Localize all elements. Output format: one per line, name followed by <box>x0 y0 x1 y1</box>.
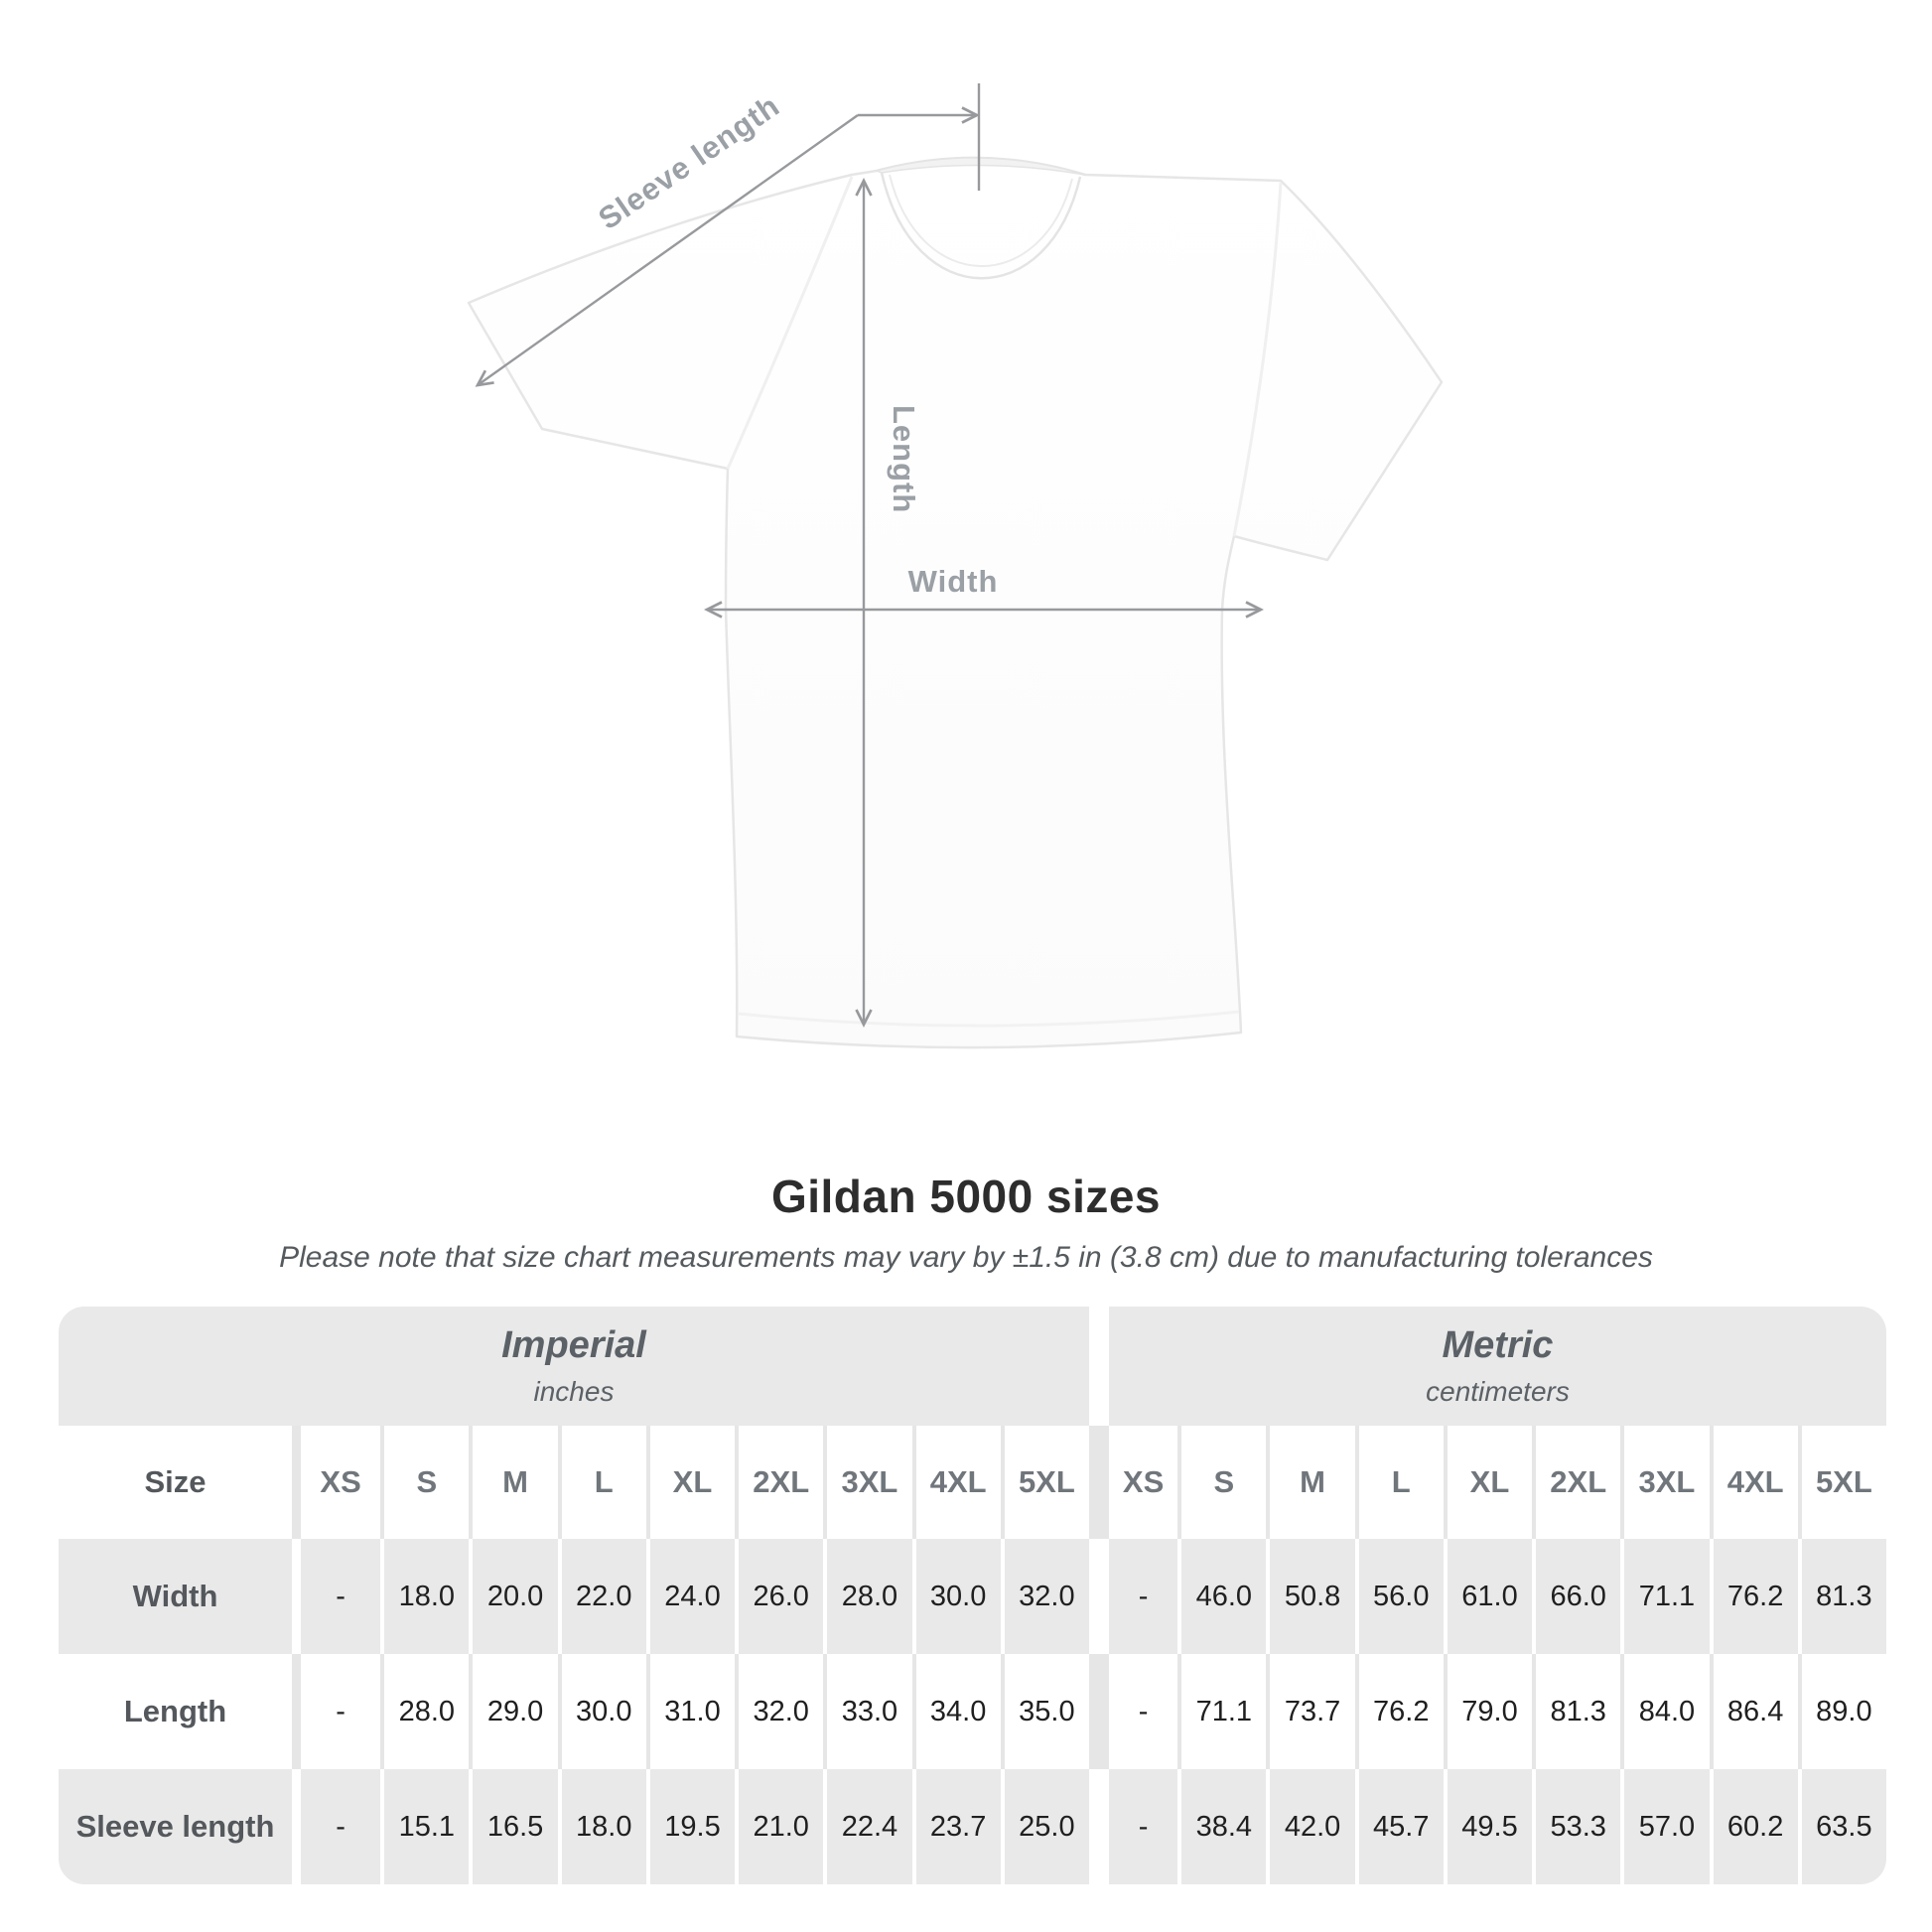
size-header-metric: 5XL <box>1797 1426 1886 1539</box>
value-cell-imperial: 18.0 <box>380 1539 470 1654</box>
row-label: Length <box>59 1654 292 1769</box>
value-cell-imperial: - <box>292 1539 381 1654</box>
imperial-unit: inches <box>533 1376 615 1407</box>
value-cell-imperial: 22.4 <box>823 1769 912 1884</box>
value-cell-metric: - <box>1088 1769 1178 1884</box>
value-cell-imperial: 30.0 <box>911 1539 1001 1654</box>
value-cell-imperial: 18.0 <box>557 1769 646 1884</box>
size-header-metric: XS <box>1088 1426 1178 1539</box>
value-cell-metric: 71.1 <box>1620 1539 1710 1654</box>
value-cell-imperial: 26.0 <box>735 1539 824 1654</box>
value-cell-metric: 45.7 <box>1354 1769 1444 1884</box>
size-header-imperial: XL <box>645 1426 736 1539</box>
size-header-imperial: 5XL <box>1000 1426 1089 1539</box>
value-cell-metric: 49.5 <box>1443 1769 1533 1884</box>
metric-unit: centimeters <box>1426 1376 1570 1407</box>
metric-title: Metric <box>1442 1324 1554 1366</box>
tshirt-graphic <box>467 156 1444 1049</box>
value-cell-metric: 84.0 <box>1620 1654 1710 1769</box>
imperial-title: Imperial <box>501 1324 646 1366</box>
value-cell-imperial: 15.1 <box>380 1769 470 1884</box>
value-cell-metric: 63.5 <box>1797 1769 1886 1884</box>
size-header-metric: 3XL <box>1620 1426 1710 1539</box>
value-cell-imperial: 31.0 <box>645 1654 736 1769</box>
value-cell-metric: 56.0 <box>1354 1539 1444 1654</box>
value-cell-imperial: 24.0 <box>645 1539 736 1654</box>
value-cell-metric: 79.0 <box>1443 1654 1533 1769</box>
value-cell-imperial: 34.0 <box>911 1654 1001 1769</box>
tshirt-measurement-diagram: Sleeve length Length Width <box>467 83 1444 1049</box>
value-cell-imperial: 33.0 <box>823 1654 912 1769</box>
value-cell-imperial: 25.0 <box>1000 1769 1089 1884</box>
value-cell-metric: - <box>1088 1654 1178 1769</box>
tolerance-note: Please note that size chart measurements… <box>279 1241 1653 1274</box>
value-cell-imperial: 16.5 <box>469 1769 558 1884</box>
value-cell-imperial: 32.0 <box>735 1654 824 1769</box>
value-cell-imperial: 32.0 <box>1000 1539 1089 1654</box>
value-cell-imperial: 28.0 <box>380 1654 470 1769</box>
value-cell-imperial: 23.7 <box>911 1769 1001 1884</box>
value-cell-imperial: 35.0 <box>1000 1654 1089 1769</box>
size-header-imperial: XS <box>292 1426 381 1539</box>
value-cell-metric: 89.0 <box>1797 1654 1886 1769</box>
size-header-imperial: L <box>557 1426 646 1539</box>
row-label: Sleeve length <box>59 1769 292 1884</box>
value-cell-metric: 71.1 <box>1177 1654 1267 1769</box>
collar-graphic <box>874 157 1086 280</box>
value-cell-metric: 86.4 <box>1709 1654 1798 1769</box>
size-table: Imperial inches Metric centimeters Size X… <box>59 1307 1886 1884</box>
value-cell-metric: 81.3 <box>1532 1654 1621 1769</box>
width-arrow: Width <box>704 564 1264 619</box>
page-title: Gildan 5000 sizes <box>770 1171 1162 1222</box>
value-cell-imperial: 28.0 <box>823 1539 912 1654</box>
value-cell-imperial: 19.5 <box>645 1769 736 1884</box>
size-header-metric: S <box>1177 1426 1267 1539</box>
size-header-imperial: 2XL <box>735 1426 824 1539</box>
size-column-header: Size <box>59 1426 292 1539</box>
value-cell-imperial: 22.0 <box>557 1539 646 1654</box>
value-cell-metric: 46.0 <box>1177 1539 1267 1654</box>
size-header-metric: M <box>1266 1426 1355 1539</box>
size-header-imperial: 4XL <box>911 1426 1001 1539</box>
row-label: Width <box>59 1539 292 1654</box>
size-header-metric: L <box>1354 1426 1444 1539</box>
size-header-metric: 2XL <box>1532 1426 1621 1539</box>
value-cell-metric: 38.4 <box>1177 1769 1267 1884</box>
size-header-imperial: 3XL <box>823 1426 912 1539</box>
value-cell-imperial: 30.0 <box>557 1654 646 1769</box>
value-cell-metric: 76.2 <box>1354 1654 1444 1769</box>
value-cell-imperial: - <box>292 1654 381 1769</box>
value-cell-imperial: - <box>292 1769 381 1884</box>
value-cell-metric: - <box>1088 1539 1178 1654</box>
value-cell-imperial: 21.0 <box>735 1769 824 1884</box>
length-label: Length <box>887 405 921 513</box>
value-cell-metric: 57.0 <box>1620 1769 1710 1884</box>
value-cell-metric: 50.8 <box>1266 1539 1355 1654</box>
value-cell-metric: 73.7 <box>1266 1654 1355 1769</box>
size-header-imperial: S <box>380 1426 470 1539</box>
imperial-section-header: Imperial inches <box>59 1307 1089 1426</box>
value-cell-metric: 81.3 <box>1797 1539 1886 1654</box>
value-cell-imperial: 20.0 <box>469 1539 558 1654</box>
width-label: Width <box>908 564 999 599</box>
value-cell-metric: 61.0 <box>1443 1539 1533 1654</box>
size-header-imperial: M <box>469 1426 558 1539</box>
value-cell-metric: 60.2 <box>1709 1769 1798 1884</box>
value-cell-metric: 53.3 <box>1532 1769 1621 1884</box>
size-header-metric: XL <box>1443 1426 1533 1539</box>
metric-section-header: Metric centimeters <box>1088 1307 1886 1426</box>
value-cell-metric: 42.0 <box>1266 1769 1355 1884</box>
value-cell-imperial: 29.0 <box>469 1654 558 1769</box>
size-header-metric: 4XL <box>1709 1426 1798 1539</box>
value-cell-metric: 66.0 <box>1532 1539 1621 1654</box>
value-cell-metric: 76.2 <box>1709 1539 1798 1654</box>
